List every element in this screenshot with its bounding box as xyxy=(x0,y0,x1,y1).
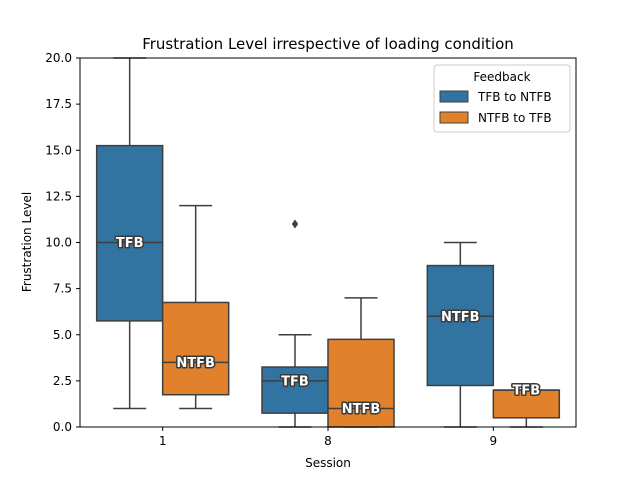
y-axis-label: Frustration Level xyxy=(20,192,34,292)
y-tick-label: 0.0 xyxy=(53,420,72,434)
legend: Feedback TFB to NTFB NTFB to TFB xyxy=(433,64,571,133)
median-label: TFB xyxy=(281,374,309,389)
x-tick-label: 9 xyxy=(490,434,498,448)
x-tick-label: 8 xyxy=(324,434,332,448)
box xyxy=(426,264,495,387)
legend-label: NTFB to TFB xyxy=(478,111,552,125)
plot-area: TFB TFB NTFB NTFB NTFB TFB 0.0 2.5 5.0 7.5 10.0 12.… xyxy=(45,51,577,448)
y-tick-label: 7.5 xyxy=(53,282,72,296)
outlier-point xyxy=(291,219,299,229)
median-label: TFB xyxy=(116,236,144,251)
y-tick-label: 5.0 xyxy=(53,328,72,342)
y-tick-label: 12.5 xyxy=(45,189,72,203)
legend-title: Feedback xyxy=(473,70,530,84)
median-label: NTFB xyxy=(342,402,381,417)
y-tick-label: 2.5 xyxy=(53,374,72,388)
median-label: NTFB xyxy=(176,356,215,371)
box xyxy=(492,389,561,419)
legend-swatch xyxy=(439,90,469,103)
median-label: TFB xyxy=(512,384,540,399)
legend-swatch xyxy=(439,111,469,124)
legend-label: TFB to NTFB xyxy=(477,90,552,104)
box xyxy=(161,301,230,396)
y-tick-label: 10.0 xyxy=(45,236,72,250)
median-label: NTFB xyxy=(441,310,480,325)
y-tick-label: 20.0 xyxy=(45,51,72,65)
box xyxy=(327,338,395,428)
y-tick-label: 15.0 xyxy=(45,143,72,157)
y-tick-label: 17.5 xyxy=(45,97,72,111)
x-tick-label: 1 xyxy=(159,434,167,448)
chart-title: Frustration Level irrespective of loadin… xyxy=(142,35,514,53)
x-axis-label: Session xyxy=(305,456,351,470)
box xyxy=(95,144,164,322)
